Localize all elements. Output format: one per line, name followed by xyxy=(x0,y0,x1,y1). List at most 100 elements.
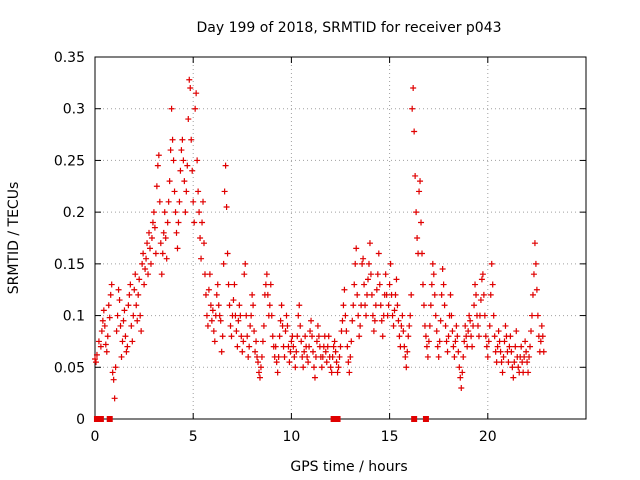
data-point xyxy=(296,302,303,309)
data-point xyxy=(455,348,462,355)
data-point xyxy=(335,364,342,371)
data-point xyxy=(234,343,241,350)
data-point xyxy=(515,364,522,371)
data-point xyxy=(253,338,260,345)
data-point xyxy=(374,271,381,278)
data-point xyxy=(255,359,262,366)
data-point xyxy=(113,328,120,335)
data-point xyxy=(105,302,112,309)
y-tick-label: 0 xyxy=(76,412,85,428)
data-point xyxy=(494,343,501,350)
data-point xyxy=(106,314,113,321)
data-point xyxy=(274,369,281,376)
data-point xyxy=(183,188,190,195)
data-point xyxy=(363,312,370,319)
data-point xyxy=(369,312,376,319)
data-point xyxy=(538,322,545,329)
data-point xyxy=(127,281,134,288)
data-point xyxy=(130,312,137,319)
data-point xyxy=(438,291,445,298)
data-point xyxy=(510,374,517,381)
data-point xyxy=(466,312,473,319)
data-point xyxy=(150,209,157,216)
data-point xyxy=(195,188,202,195)
data-point xyxy=(376,281,383,288)
data-point xyxy=(423,343,430,350)
data-point xyxy=(418,219,425,226)
data-point xyxy=(169,136,176,143)
data-point xyxy=(120,317,127,324)
data-point xyxy=(349,317,356,324)
data-point xyxy=(473,291,480,298)
data-point xyxy=(300,364,307,371)
data-point xyxy=(204,322,211,329)
data-point xyxy=(404,348,411,355)
data-point xyxy=(176,198,183,205)
data-point xyxy=(368,291,375,298)
data-point xyxy=(219,333,226,340)
data-point xyxy=(246,343,253,350)
data-point xyxy=(167,147,174,154)
data-point xyxy=(396,333,403,340)
data-point xyxy=(393,276,400,283)
data-point xyxy=(236,302,243,309)
data-point xyxy=(230,297,237,304)
data-point xyxy=(505,359,512,366)
data-point xyxy=(294,333,301,340)
zero-marker xyxy=(411,416,418,422)
data-point xyxy=(288,338,295,345)
data-point xyxy=(109,369,116,376)
data-point xyxy=(499,369,506,376)
x-tick-label: 20 xyxy=(479,429,497,445)
data-point xyxy=(360,255,367,262)
x-axis-label: GPS time / hours xyxy=(290,459,407,475)
data-point xyxy=(208,317,215,324)
data-point xyxy=(144,240,151,247)
data-point xyxy=(395,317,402,324)
data-point xyxy=(443,338,450,345)
data-point xyxy=(533,286,540,293)
data-point xyxy=(107,291,114,298)
data-point xyxy=(174,245,181,252)
y-tick-label: 0.25 xyxy=(54,153,85,169)
x-tick-label: 10 xyxy=(282,429,300,445)
data-point xyxy=(99,317,106,324)
data-point xyxy=(525,369,532,376)
data-point xyxy=(343,328,350,335)
data-point xyxy=(137,312,144,319)
data-point xyxy=(531,240,538,247)
data-point xyxy=(416,188,423,195)
data-point xyxy=(295,312,302,319)
data-point xyxy=(432,312,439,319)
data-point xyxy=(266,302,273,309)
zero-marker xyxy=(334,416,341,422)
data-point xyxy=(379,333,386,340)
data-point xyxy=(118,353,125,360)
data-point xyxy=(159,250,166,257)
data-point xyxy=(283,312,290,319)
data-point xyxy=(378,317,385,324)
data-point xyxy=(365,260,372,267)
data-point xyxy=(132,271,139,278)
data-point xyxy=(235,317,242,324)
data-point xyxy=(257,364,264,371)
data-point xyxy=(92,356,98,363)
data-point xyxy=(203,312,210,319)
y-tick-label: 0.3 xyxy=(63,102,85,118)
data-point xyxy=(352,260,359,267)
data-point xyxy=(375,250,382,257)
data-point xyxy=(244,333,251,340)
data-point xyxy=(422,333,429,340)
data-point xyxy=(207,302,214,309)
data-point xyxy=(116,297,123,304)
data-point xyxy=(122,333,129,340)
data-point xyxy=(168,105,175,112)
data-point xyxy=(148,235,155,241)
data-point xyxy=(115,286,122,293)
data-point xyxy=(156,198,163,205)
data-point xyxy=(200,198,207,205)
data-point xyxy=(387,260,394,267)
data-point xyxy=(434,343,441,350)
data-point xyxy=(428,281,435,288)
data-point xyxy=(328,369,335,376)
